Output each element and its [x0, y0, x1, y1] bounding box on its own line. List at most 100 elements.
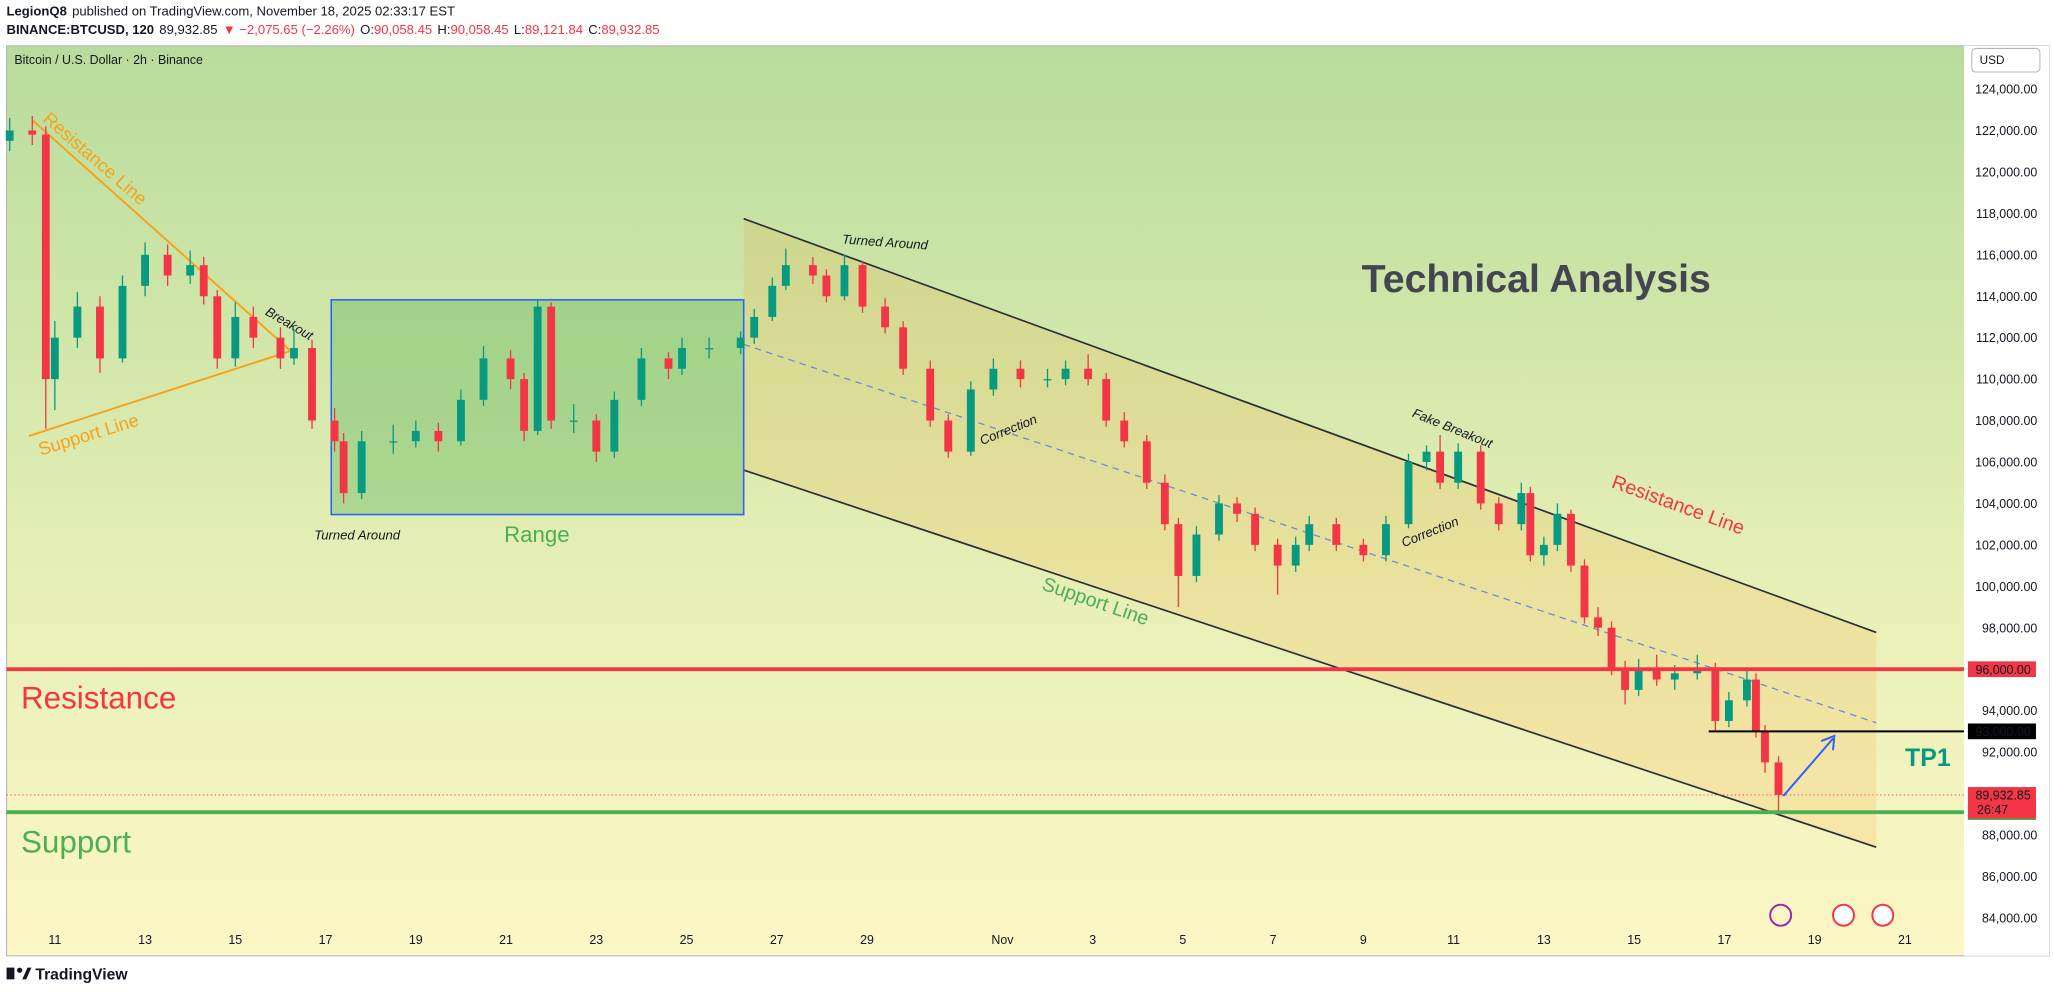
footer: TradingView: [6, 966, 128, 983]
level-badge: [1967, 723, 2036, 740]
y-tick-label: 100,000.00: [1975, 580, 2037, 594]
candle-body: [330, 420, 339, 442]
candle-body: [1142, 441, 1151, 483]
countdown: 26:47: [1977, 803, 2008, 817]
level-text: Support: [21, 824, 131, 859]
candle-body: [276, 337, 285, 359]
candle-body: [520, 379, 529, 431]
candle-body: [28, 130, 37, 135]
candle-body: [50, 337, 59, 380]
candle-body: [1160, 482, 1169, 525]
candle-body: [1711, 669, 1720, 721]
change: ▼ −2,075.65 (−2.26%): [223, 22, 355, 37]
y-tick-label: 122,000.00: [1975, 124, 2037, 138]
candle-body: [1404, 461, 1413, 525]
candle-body: [1539, 544, 1548, 556]
candle-body: [1084, 368, 1093, 380]
candle-body: [1061, 368, 1070, 380]
candle-body: [966, 389, 975, 452]
y-tick-label: 92,000.00: [1982, 746, 2037, 760]
candles: [5, 115, 1783, 812]
logo: [22, 967, 32, 980]
event-icon[interactable]: [1769, 903, 1793, 927]
candle-body: [434, 430, 443, 442]
candle-body: [1752, 679, 1760, 732]
candle-body: [1580, 565, 1589, 618]
candle-body: [881, 306, 890, 328]
y-tick-label: 94,000.00: [1982, 704, 2037, 718]
y-tick-label: 86,000.00: [1982, 870, 2037, 884]
chart-subtitle: Bitcoin / U.S. Dollar · 2h · Binance: [14, 53, 203, 67]
candle-body: [1016, 368, 1025, 380]
candle-body: [1291, 544, 1300, 566]
x-tick-label: 19: [409, 933, 423, 947]
chart-title: Technical Analysis: [1362, 257, 1711, 301]
logo: [17, 967, 23, 973]
candle-body: [1436, 451, 1445, 483]
y-tick-label: 106,000.00: [1975, 456, 2037, 470]
y-tick-label: 110,000.00: [1976, 373, 2037, 387]
candle-body: [1332, 524, 1341, 545]
annotation: Turned Around: [842, 232, 929, 253]
candle-body: [822, 275, 831, 297]
candle-body: [1043, 379, 1052, 381]
candle-body: [1192, 534, 1201, 576]
open: 90,058.45: [374, 22, 432, 37]
x-tick-label: 9: [1360, 933, 1367, 947]
candle-body: [1102, 379, 1111, 421]
candle-body: [249, 316, 258, 338]
candle-body: [678, 348, 686, 369]
symbol: BINANCE:BTCUSD, 120: [7, 22, 155, 37]
price: 89,932.85: [159, 22, 217, 37]
x-tick-label: 17: [319, 933, 333, 947]
candle-body: [231, 316, 240, 359]
level-badge-label: 96,000.00: [1975, 663, 2030, 677]
candle-body: [705, 348, 714, 350]
candle-body: [41, 134, 50, 380]
y-tick-label: 118,000.00: [1976, 207, 2037, 221]
candle-body: [1517, 493, 1526, 525]
level-badge: [1967, 661, 2036, 678]
candle-body: [1774, 762, 1783, 795]
low: 89,121.84: [525, 22, 583, 37]
candle-body: [141, 254, 150, 286]
close-label: C:: [588, 22, 601, 37]
logo: [6, 967, 15, 980]
annotation: Range: [504, 522, 570, 547]
x-tick-label: 7: [1270, 933, 1277, 947]
x-tick-label: 15: [228, 933, 242, 947]
x-tick-label: 13: [138, 933, 152, 947]
currency-button[interactable]: [1971, 47, 2041, 73]
close: 89,932.85: [601, 22, 659, 37]
candle-body: [1305, 524, 1314, 545]
candle-body: [1742, 679, 1751, 701]
candle-body: [1553, 513, 1562, 545]
candle-body: [96, 306, 104, 359]
event-icon[interactable]: [1871, 903, 1895, 927]
y-tick-label: 120,000.00: [1975, 165, 2037, 179]
x-tick-label: 11: [1447, 933, 1460, 947]
candle-body: [569, 420, 578, 422]
channel-upper: [743, 217, 1877, 634]
x-tick-label: 21: [499, 933, 513, 947]
candle-body: [989, 368, 998, 390]
target-arrow: [1782, 737, 1834, 797]
candle-body: [186, 265, 195, 276]
candle-body: [1174, 524, 1183, 576]
candle-body: [506, 358, 515, 380]
candle-body: [899, 327, 908, 369]
y-tick-label: 98,000.00: [1982, 621, 2037, 635]
candle-body: [840, 265, 849, 297]
candle-body: [411, 430, 420, 442]
candle-body: [1494, 503, 1503, 525]
candle-body: [1382, 524, 1390, 556]
x-tick-label: 19: [1808, 933, 1822, 947]
candle-body: [213, 296, 222, 359]
event-icon[interactable]: [1832, 903, 1855, 927]
candle-body: [610, 399, 619, 452]
candle-body: [944, 420, 953, 452]
header-line-2: BINANCE:BTCUSD, 120 89,932.85 ▼ −2,075.65 …: [7, 22, 660, 37]
annotation: Turned Around: [314, 527, 401, 542]
x-tick-label: 29: [860, 933, 874, 947]
